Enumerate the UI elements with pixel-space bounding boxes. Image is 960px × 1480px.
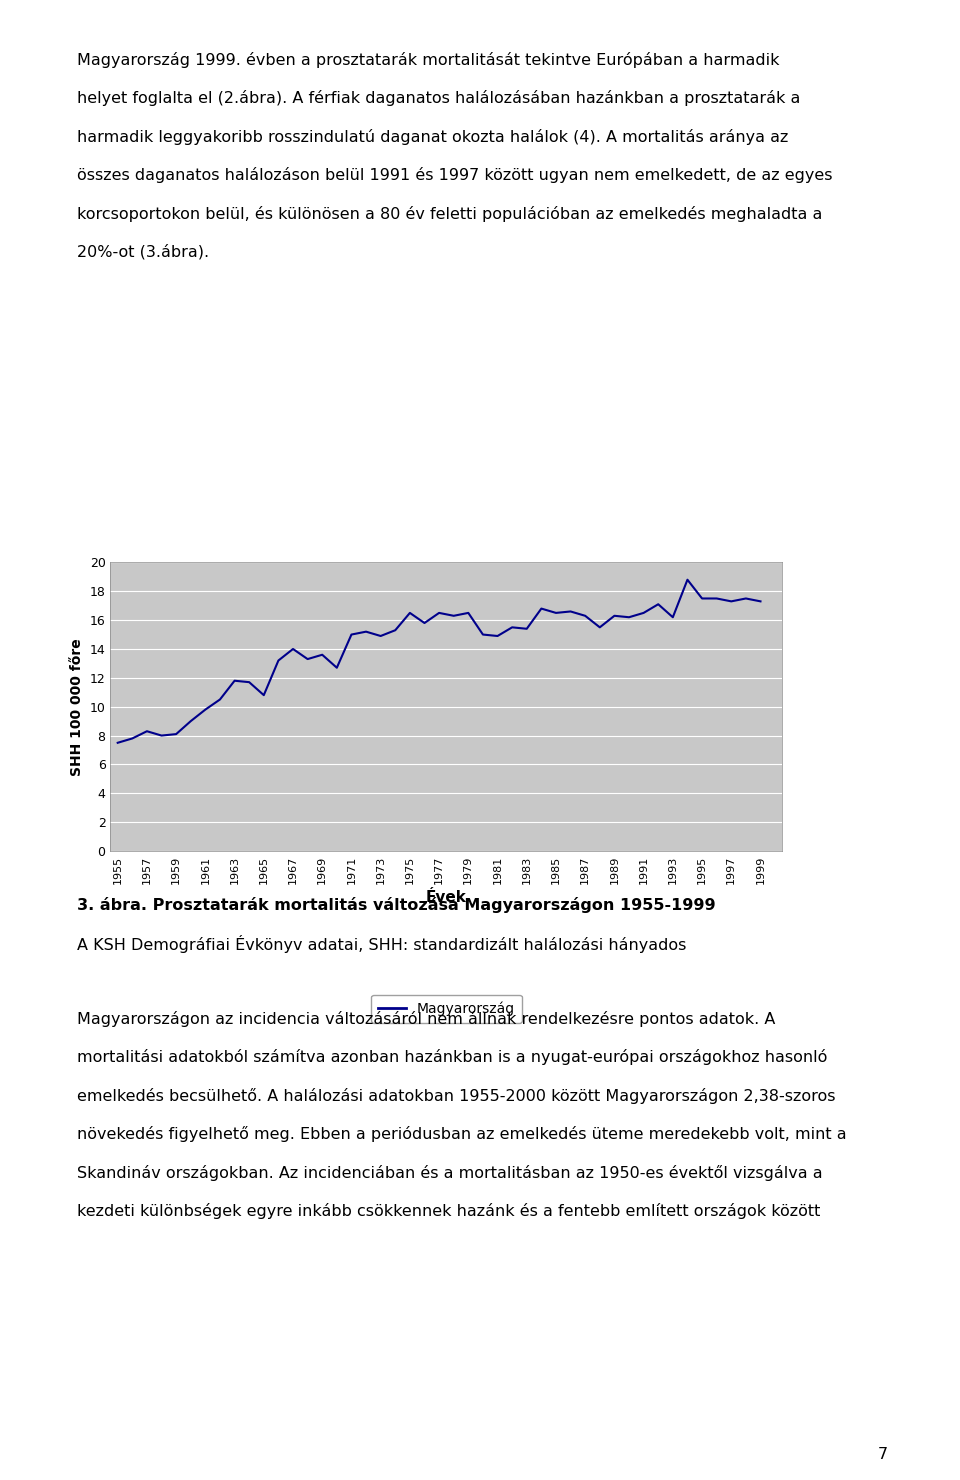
Text: Magyarországon az incidencia változásáról nem állnak rendelkezésre pontos adatok: Magyarországon az incidencia változásáró… (77, 1011, 775, 1027)
Text: Skandináv országokban. Az incidenciában és a mortalitásban az 1950-es évektől vi: Skandináv országokban. Az incidenciában … (77, 1165, 823, 1181)
X-axis label: Évek: Évek (426, 889, 467, 904)
Text: mortalitási adatokból számítva azonban hazánkban is a nyugat-európai országokhoz: mortalitási adatokból számítva azonban h… (77, 1049, 828, 1066)
Text: 7: 7 (878, 1447, 888, 1462)
Text: növekedés figyelhető meg. Ebben a periódusban az emelkedés üteme meredekebb volt: növekedés figyelhető meg. Ebben a periód… (77, 1126, 847, 1143)
Text: harmadik leggyakoribb rosszindulatú daganat okozta halálok (4). A mortalitás ará: harmadik leggyakoribb rosszindulatú daga… (77, 129, 788, 145)
Text: A KSH Demográfiai Évkönyv adatai, SHH: standardizált halálozási hányados: A KSH Demográfiai Évkönyv adatai, SHH: s… (77, 935, 686, 953)
Text: korcsoportokon belül, és különösen a 80 év feletti populációban az emelkedés meg: korcsoportokon belül, és különösen a 80 … (77, 206, 822, 222)
Text: összes daganatos halálozáson belül 1991 és 1997 között ugyan nem emelkedett, de : összes daganatos halálozáson belül 1991 … (77, 167, 832, 184)
Text: 3. ábra. Prosztatarák mortalitás változása Magyarországon 1955-1999: 3. ábra. Prosztatarák mortalitás változá… (77, 897, 715, 913)
Text: 20%-ot (3.ábra).: 20%-ot (3.ábra). (77, 244, 209, 259)
Y-axis label: SHH 100 000 főre: SHH 100 000 főre (70, 638, 84, 776)
Text: kezdeti különbségek egyre inkább csökkennek hazánk és a fentebb említett országo: kezdeti különbségek egyre inkább csökken… (77, 1203, 820, 1220)
Text: Magyarország 1999. évben a prosztatarák mortalitását tekintve Európában a harmad: Magyarország 1999. évben a prosztatarák … (77, 52, 780, 68)
Legend: Magyarország: Magyarország (371, 995, 522, 1023)
Text: helyet foglalta el (2.ábra). A férfiak daganatos halálozásában hazánkban a prosz: helyet foglalta el (2.ábra). A férfiak d… (77, 90, 801, 107)
Text: emelkedés becsülhető. A halálozási adatokban 1955-2000 között Magyarországon 2,3: emelkedés becsülhető. A halálozási adato… (77, 1088, 835, 1104)
